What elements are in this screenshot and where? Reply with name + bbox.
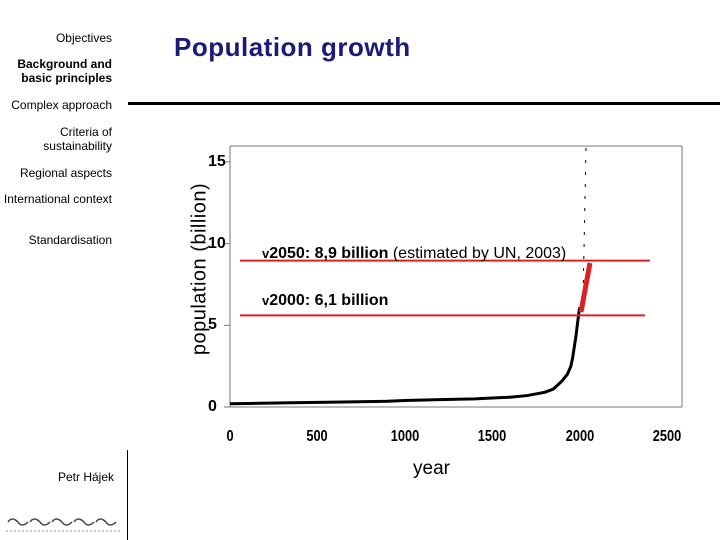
sidebar-item-background[interactable]: Background and basic principles [17, 57, 112, 85]
sidebar-item-objectives[interactable]: Objectives [55, 31, 112, 45]
sidebar-item-regional[interactable]: Regional aspects [19, 166, 112, 180]
x-tick-label: 1000 [390, 428, 420, 445]
annotation-2050-label: 2050: 8,9 billion [269, 245, 389, 262]
y-tick-label: 0 [208, 398, 217, 415]
sidebar-item-criteria[interactable]: Criteria of sustainability [43, 125, 112, 153]
diamond-bullet-icon: v [262, 246, 270, 261]
sidebar-item-complex-approach[interactable]: Complex approach [11, 98, 112, 112]
sidebar-divider [127, 450, 128, 540]
sustainability-logo [6, 518, 120, 532]
projection-dashed-line [582, 147, 587, 301]
projection-segment [578, 262, 593, 313]
annotation-2050-note: (estimated by UN, 2003) [392, 245, 567, 262]
annotation-2000: v2000: 6,1 billion [262, 292, 388, 310]
annotation-2050: v2050: 8,9 billion (estimated by UN, 200… [262, 245, 566, 263]
x-axis-label: year [413, 458, 450, 479]
x-tick-label: 1500 [477, 428, 507, 445]
author-name: Petr Hájek [58, 470, 115, 484]
x-tick-label: 0 [226, 428, 234, 445]
diamond-bullet-icon: v [262, 293, 270, 308]
sidebar-nav: Objectives Background and basic principl… [0, 0, 128, 540]
y-tick-label: 5 [208, 316, 217, 334]
x-tick-label: 500 [306, 428, 329, 445]
annotation-2000-label: 2000: 6,1 billion [269, 292, 389, 309]
slide-title: Population growth [174, 32, 411, 62]
x-tick-label: 2000 [565, 428, 594, 445]
sidebar-item-international[interactable]: International context [3, 192, 112, 206]
x-tick-label: 2500 [652, 428, 682, 445]
y-tick-label: 10 [208, 234, 226, 252]
population-series-line [229, 307, 582, 406]
sidebar-item-standardisation[interactable]: Standardisation [28, 233, 112, 247]
y-tick-label: 15 [208, 153, 226, 170]
title-divider [128, 102, 720, 105]
